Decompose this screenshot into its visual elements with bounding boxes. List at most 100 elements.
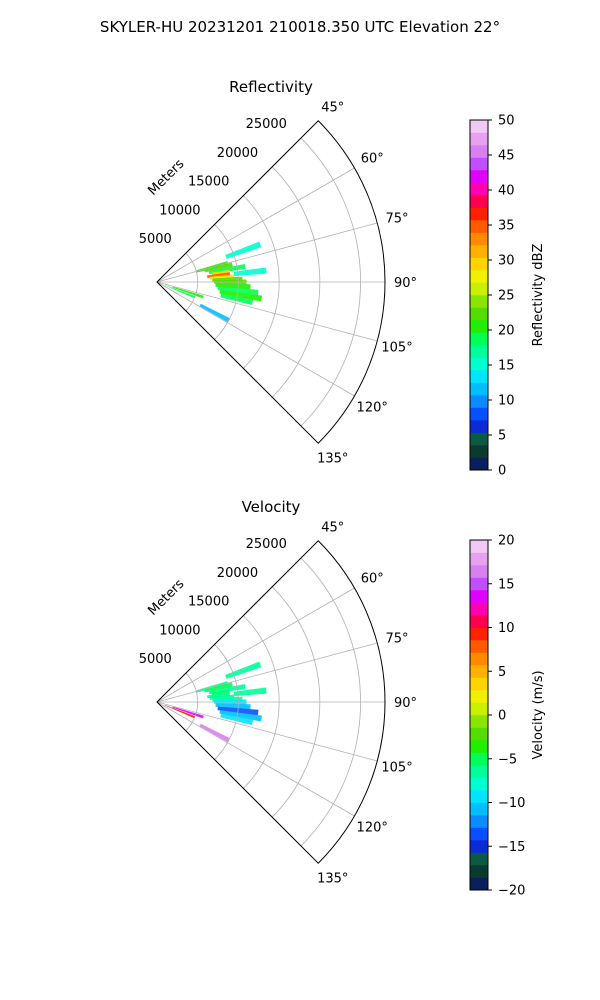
colorbar-tick-label: 10 [498, 394, 515, 409]
azimuth-tick-label: 60° [361, 572, 384, 587]
colorbar-segment [470, 170, 488, 183]
colorbar-tick-label: 50 [498, 114, 515, 129]
echo-cell [215, 703, 251, 710]
echo-cell [164, 284, 196, 299]
colorbar-segment [470, 590, 488, 603]
reflectivity-panel: Reflectivity 45° 60° 75° 90° 105° 120° 135° 5000… [139, 78, 546, 479]
echo-cell [172, 706, 204, 719]
echo-cell [219, 290, 262, 302]
colorbar-tick-label: 15 [498, 359, 515, 374]
panel-title: Velocity [242, 498, 301, 516]
azimuth-gridline [156, 701, 378, 762]
azimuth-gridline [156, 642, 378, 703]
colorbar-segment [470, 752, 488, 766]
echo-cell [215, 283, 251, 290]
echo-cell [204, 262, 233, 273]
colorbar-segment [470, 577, 488, 591]
colorbar-segment [470, 232, 488, 246]
echo-cell [233, 267, 267, 277]
colorbar-segment [470, 295, 488, 308]
colorbar-segment [470, 540, 488, 553]
colorbar-tick-label: 20 [498, 324, 515, 339]
colorbar-segment [470, 802, 488, 816]
range-tick-label: 5000 [139, 652, 172, 667]
radial-axis-label: Meters [145, 576, 187, 618]
colorbar-tick-label: 25 [498, 289, 515, 304]
colorbar-segment [470, 195, 488, 208]
colorbar-tick-label: 30 [498, 254, 515, 269]
azimuth-tick-label: 135° [317, 872, 348, 887]
colorbar-segment [470, 145, 488, 158]
azimuth-gridline [156, 587, 355, 703]
range-tick-label: 15000 [188, 595, 229, 610]
echo-cell [199, 303, 230, 323]
colorbar-segment [470, 120, 488, 133]
colorbar-tick-label: 0 [498, 709, 506, 724]
colorbar-segment [470, 220, 488, 233]
colorbar-tick-label: 20 [498, 534, 515, 549]
azimuth-tick-label: 75° [386, 632, 409, 647]
colorbar-segment [470, 877, 488, 891]
panel-title: Reflectivity [229, 78, 313, 96]
colorbar-segment [470, 827, 488, 841]
azimuth-tick-label: 75° [386, 212, 409, 227]
colorbar-segment [470, 665, 488, 678]
colorbar-segment [470, 132, 488, 146]
colorbar-segment [470, 382, 488, 396]
colorbar-segment [470, 690, 488, 703]
colorbar-segment [470, 332, 488, 346]
range-tick-label: 20000 [217, 146, 258, 161]
colorbar-segment [470, 627, 488, 641]
colorbar-tick-label: 10 [498, 621, 515, 636]
colorbar-tick-label: 35 [498, 219, 515, 234]
colorbar-segment [470, 457, 488, 471]
plot-frame [156, 120, 386, 444]
colorbar-segment [470, 740, 488, 753]
azimuth-gridline [156, 281, 378, 342]
colorbar-tick-label: 0 [498, 464, 506, 479]
colorbar-segment [470, 445, 488, 458]
colorbar-tick-label: 40 [498, 184, 515, 199]
echo-cell [219, 710, 262, 722]
colorbar-segment [470, 357, 488, 371]
echo-cell [164, 704, 196, 719]
azimuth-tick-label: 45° [321, 520, 344, 535]
range-tick-label: 5000 [139, 232, 172, 247]
colorbar-segment [470, 565, 488, 578]
colorbar-tick-label: 5 [498, 429, 506, 444]
figure-title: SKYLER-HU 20231201 210018.350 UTC Elevat… [100, 18, 500, 36]
colorbar-tick-label: 15 [498, 577, 515, 592]
colorbar-segment [470, 395, 488, 408]
colorbar-label: Velocity (m/s) [531, 670, 546, 759]
colorbar-tick-label: −5 [498, 752, 517, 767]
range-tick-label: 10000 [159, 203, 200, 218]
echo-cell [172, 286, 204, 299]
azimuth-tick-label: 60° [361, 152, 384, 167]
range-tick-label: 25000 [246, 537, 287, 552]
azimuth-tick-label: 135° [317, 452, 348, 467]
colorbar-segment [470, 777, 488, 791]
colorbar-segment [470, 640, 488, 653]
colorbar-segment [470, 702, 488, 716]
colorbar-segment [470, 615, 488, 628]
echo-cell [233, 687, 267, 697]
colorbar-segment [470, 652, 488, 666]
colorbar-label: Reflectivity dBZ [531, 244, 546, 347]
colorbar-segment [470, 552, 488, 566]
plot-frame [156, 540, 386, 864]
azimuth-tick-label: 90° [394, 276, 417, 291]
colorbar-segment [470, 840, 488, 853]
colorbar-segment [470, 790, 488, 803]
colorbar-segment [470, 602, 488, 616]
azimuth-gridline [156, 281, 355, 397]
colorbar-tick-label: −20 [498, 884, 525, 899]
colorbar-segment [470, 207, 488, 221]
colorbar-tick-label: −15 [498, 840, 525, 855]
azimuth-tick-label: 90° [394, 696, 417, 711]
colorbar-tick-label: −10 [498, 796, 525, 811]
colorbar-segment [470, 345, 488, 358]
colorbar-segment [470, 815, 488, 828]
colorbar-segment [470, 320, 488, 333]
colorbar-segment [470, 432, 488, 446]
